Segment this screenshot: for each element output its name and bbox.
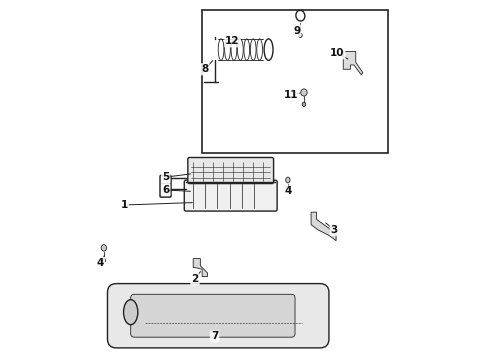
Text: 2: 2 <box>192 274 198 284</box>
Ellipse shape <box>218 39 224 60</box>
Ellipse shape <box>102 258 105 262</box>
Text: 9: 9 <box>293 26 300 36</box>
Ellipse shape <box>250 39 256 60</box>
Polygon shape <box>311 212 336 241</box>
Text: 3: 3 <box>331 225 338 235</box>
Text: 11: 11 <box>284 90 298 100</box>
Text: 5: 5 <box>162 172 170 182</box>
Ellipse shape <box>224 39 230 60</box>
Ellipse shape <box>123 300 138 325</box>
Ellipse shape <box>101 245 107 251</box>
Ellipse shape <box>301 89 307 96</box>
Ellipse shape <box>244 39 249 60</box>
Polygon shape <box>343 51 363 75</box>
Ellipse shape <box>238 39 243 60</box>
Text: 10: 10 <box>330 48 344 58</box>
Text: 4: 4 <box>284 186 292 197</box>
Ellipse shape <box>264 39 273 60</box>
Ellipse shape <box>257 39 263 60</box>
Text: 4: 4 <box>97 258 104 268</box>
FancyBboxPatch shape <box>188 157 273 184</box>
FancyBboxPatch shape <box>131 294 295 337</box>
Text: 6: 6 <box>162 185 170 195</box>
Ellipse shape <box>302 102 306 107</box>
Ellipse shape <box>286 177 290 183</box>
Text: 8: 8 <box>201 64 209 74</box>
Bar <box>202 10 388 153</box>
Text: 12: 12 <box>225 36 240 46</box>
Ellipse shape <box>296 10 305 21</box>
Ellipse shape <box>231 39 237 60</box>
FancyBboxPatch shape <box>107 284 329 348</box>
Polygon shape <box>193 258 207 276</box>
Text: 1: 1 <box>121 200 128 210</box>
FancyBboxPatch shape <box>160 175 171 197</box>
FancyBboxPatch shape <box>184 180 277 211</box>
Ellipse shape <box>298 33 302 37</box>
Text: 7: 7 <box>211 332 219 342</box>
